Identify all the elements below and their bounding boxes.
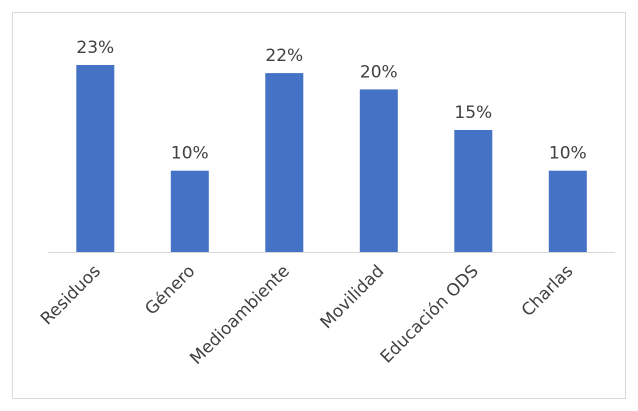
- data-label-1: 23%: [76, 38, 114, 58]
- bar-2: [170, 170, 209, 252]
- data-label-3: 22%: [265, 46, 303, 66]
- bar-4: [359, 89, 398, 253]
- data-label-4: 20%: [360, 62, 398, 82]
- chart-frame: [12, 12, 626, 399]
- bars-layer: [76, 65, 587, 253]
- tick-label-6: Charlas: [518, 261, 578, 321]
- tick-label-1: Residuos: [37, 261, 105, 329]
- bar-5: [454, 130, 493, 252]
- bar-6: [548, 170, 587, 252]
- data-label-6: 10%: [549, 144, 587, 164]
- bar-3: [265, 73, 304, 252]
- data-label-2: 10%: [171, 144, 209, 164]
- bar-1: [76, 65, 115, 252]
- tick-label-4: Movilidad: [317, 261, 389, 333]
- tick-label-3: Medioambiente: [186, 261, 293, 368]
- data-label-5: 15%: [454, 103, 492, 123]
- tick-label-2: Género: [141, 261, 199, 319]
- tick-label-5: Educación ODS: [377, 261, 483, 367]
- data-labels-layer: 23% 10% 22% 20% 15% 10%: [76, 38, 586, 164]
